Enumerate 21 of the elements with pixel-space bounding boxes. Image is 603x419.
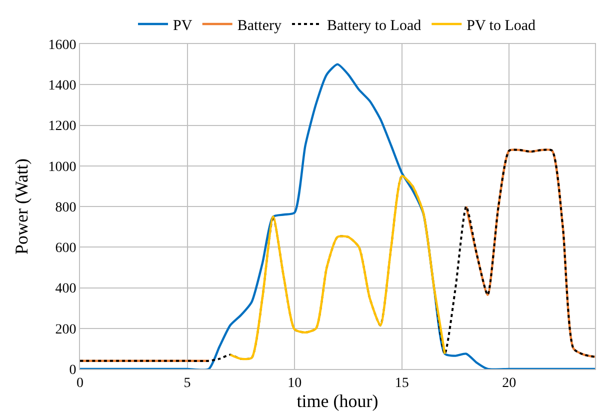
x-tick-label: 10	[288, 376, 302, 391]
legend-label: Battery to Load	[326, 18, 422, 34]
line-series	[80, 63, 595, 369]
y-axis-title: Power (Watt)	[11, 158, 32, 255]
y-tick-label: 1400	[48, 78, 76, 94]
y-tick-label: 200	[55, 322, 76, 338]
x-axis-title: time (hour)	[296, 390, 378, 411]
y-tick-label: 1200	[48, 119, 76, 134]
y-tick-label: 1600	[48, 38, 76, 53]
line-series	[229, 174, 446, 360]
x-tick-label: 15	[394, 376, 409, 391]
y-tick-label: 400	[55, 282, 76, 297]
legend-label: PV	[173, 18, 192, 34]
x-tick-label: 5	[184, 376, 191, 391]
legend-label: Battery	[237, 18, 282, 34]
y-tick-label: 1000	[48, 160, 76, 175]
legend-label: PV to Load	[466, 18, 536, 34]
y-tick-label: 600	[55, 241, 76, 256]
y-tick-label: 800	[55, 200, 76, 216]
x-tick-label: 20	[502, 376, 516, 391]
y-tick-label: 0	[69, 362, 76, 378]
